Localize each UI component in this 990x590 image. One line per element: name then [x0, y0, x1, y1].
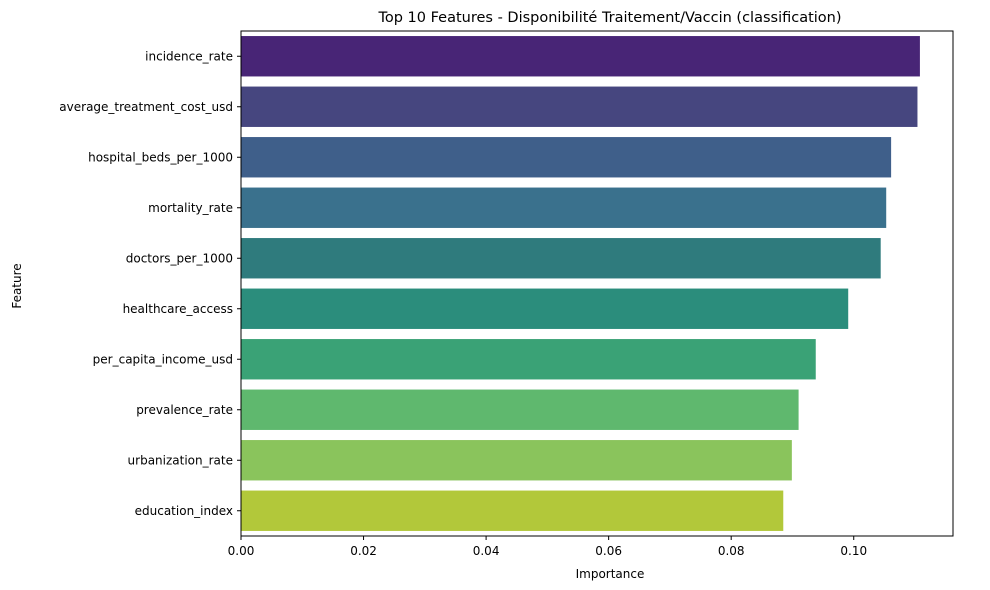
y-tick-label: mortality_rate — [148, 201, 233, 215]
y-tick-label: average_treatment_cost_usd — [59, 100, 233, 114]
plot-frame — [240, 30, 954, 537]
bar-education-index — [241, 490, 784, 531]
y-tick-label: urbanization_rate — [128, 453, 233, 467]
bar-mortality-rate — [241, 187, 887, 228]
bar-doctors-per-1000 — [241, 238, 881, 279]
x-tick-label: 0.10 — [840, 544, 867, 558]
y-tick-label: incidence_rate — [145, 49, 233, 63]
chart-title: Top 10 Features - Disponibilité Traiteme… — [377, 10, 841, 26]
bar-prevalence-rate — [241, 389, 799, 430]
x-axis-title: Importance — [576, 567, 645, 581]
x-axis-ticks: 0.00 0.02 0.04 0.06 0.08 0.10 — [228, 536, 867, 558]
y-axis-title: Feature — [10, 263, 24, 308]
y-tick-label: healthcare_access — [123, 302, 233, 316]
x-tick-label: 0.00 — [228, 544, 255, 558]
x-tick-label: 0.04 — [473, 544, 500, 558]
y-tick-label: prevalence_rate — [136, 403, 233, 417]
y-tick-label: doctors_per_1000 — [126, 251, 233, 265]
bar-hospital-beds-per-1000 — [241, 137, 892, 178]
bars-group — [241, 36, 920, 531]
bar-per-capita-income-usd — [241, 339, 816, 380]
bar-urbanization-rate — [241, 440, 792, 481]
y-axis-ticks: incidence_rate average_treatment_cost_usd… — [59, 49, 241, 518]
x-tick-label: 0.08 — [718, 544, 745, 558]
bar-average-treatment-cost-usd — [241, 86, 918, 127]
x-tick-label: 0.02 — [350, 544, 377, 558]
y-tick-label: hospital_beds_per_1000 — [88, 150, 233, 164]
bar-healthcare-access — [241, 288, 849, 329]
y-tick-label: education_index — [135, 504, 233, 518]
bar-incidence-rate — [241, 36, 920, 77]
x-tick-label: 0.06 — [595, 544, 622, 558]
y-tick-label: per_capita_income_usd — [93, 352, 233, 366]
